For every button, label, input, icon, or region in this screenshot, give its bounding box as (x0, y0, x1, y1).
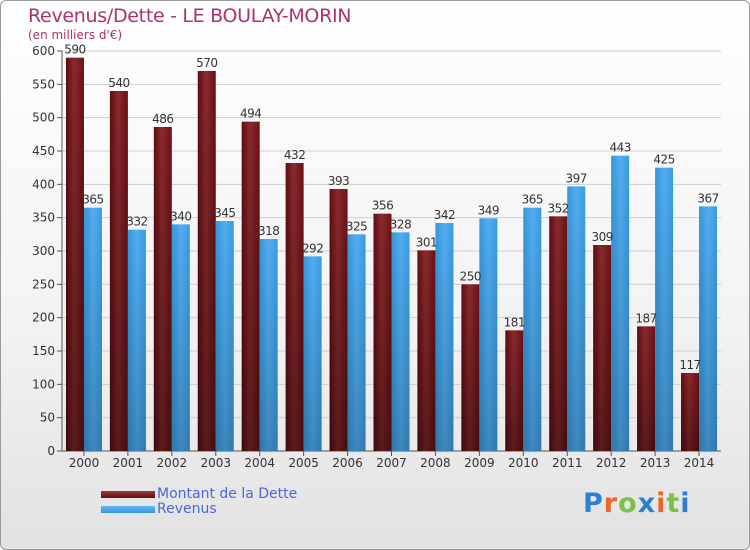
bar-shade (523, 207, 542, 451)
legend-label-debt: Montant de la Dette (157, 486, 298, 502)
bar-shade (435, 223, 454, 451)
bar-shade (329, 189, 348, 451)
y-tick-label: 400 (32, 177, 55, 191)
bar-shade (109, 91, 128, 451)
y-tick-label: 350 (32, 211, 55, 225)
data-label-dette: 432 (284, 148, 305, 162)
data-label-dette: 352 (548, 201, 569, 215)
data-label-revenus: 425 (653, 153, 674, 167)
bar-shade (215, 221, 234, 451)
x-tick-label: 2000 (69, 456, 100, 470)
data-label-dette: 181 (504, 315, 525, 329)
chart-subtitle: (en milliers d'€) (28, 28, 123, 42)
x-tick-label: 2006 (332, 456, 363, 470)
bar-shade (549, 216, 568, 451)
data-label-dette: 590 (64, 43, 85, 57)
y-tick-label: 150 (32, 344, 55, 358)
data-label-dette: 570 (196, 56, 217, 70)
data-label-dette: 301 (416, 235, 437, 249)
x-tick-label: 2010 (508, 456, 539, 470)
x-tick-label: 2005 (288, 456, 319, 470)
data-label-dette: 117 (679, 358, 700, 372)
bar-shade (259, 239, 278, 451)
y-tick-label: 250 (32, 277, 55, 291)
data-label-dette: 250 (460, 269, 481, 283)
legend-label-revenus: Revenus (157, 501, 217, 517)
x-tick-label: 2003 (200, 456, 231, 470)
x-tick-label: 2007 (376, 456, 407, 470)
data-label-revenus: 332 (126, 215, 147, 229)
bar-shade (153, 127, 172, 451)
data-label-dette: 486 (152, 112, 173, 126)
bar-shade (285, 163, 304, 451)
x-tick-label: 2008 (420, 456, 451, 470)
y-tick-label: 100 (32, 377, 55, 391)
bar-shade (391, 232, 410, 451)
x-tick-label: 2013 (640, 456, 671, 470)
bar-shade (611, 155, 630, 451)
bar-shade (171, 224, 190, 451)
bar-shade (373, 213, 392, 451)
data-label-revenus: 318 (258, 224, 279, 238)
y-tick-label: 450 (32, 144, 55, 158)
bar-shade (637, 326, 656, 451)
data-label-revenus: 349 (478, 203, 499, 217)
data-label-dette: 540 (108, 76, 129, 90)
legend-swatch-revenus (101, 506, 155, 513)
bar-shade (417, 250, 436, 451)
y-tick-label: 550 (32, 77, 55, 91)
bar-shade (127, 229, 146, 451)
bar-shade (65, 57, 84, 452)
y-tick-label: 0 (47, 444, 55, 458)
bar-shade (593, 245, 612, 451)
chart-title: Revenus/Dette - LE BOULAY-MORIN (28, 5, 352, 27)
data-label-revenus: 342 (434, 208, 455, 222)
y-tick-label: 600 (32, 44, 55, 58)
data-label-revenus: 345 (214, 206, 235, 220)
bar-shade (567, 186, 586, 452)
bar-shade (479, 218, 498, 451)
bar-shade (681, 373, 700, 451)
bar-shade (505, 330, 524, 451)
x-tick-label: 2009 (464, 456, 495, 470)
y-tick-label: 300 (32, 244, 55, 258)
proxiti-logo: Proxiti (583, 488, 691, 519)
legend-swatch-debt (101, 491, 155, 498)
bar-shade (197, 71, 216, 451)
data-label-dette: 393 (328, 174, 349, 188)
y-tick-label: 500 (32, 111, 55, 125)
data-label-revenus: 365 (82, 193, 103, 207)
data-label-revenus: 365 (522, 193, 543, 207)
data-label-revenus: 292 (302, 241, 323, 255)
data-label-revenus: 328 (390, 217, 411, 231)
y-tick-label: 200 (32, 311, 55, 325)
x-tick-label: 2004 (244, 456, 275, 470)
x-tick-label: 2012 (596, 456, 627, 470)
data-label-revenus: 397 (566, 171, 587, 185)
data-label-revenus: 367 (697, 191, 718, 205)
bar-shade (461, 284, 480, 451)
data-label-dette: 494 (240, 107, 261, 121)
data-label-dette: 187 (635, 311, 656, 325)
data-label-revenus: 443 (609, 141, 630, 155)
y-tick-label: 50 (40, 411, 55, 425)
x-tick-label: 2002 (157, 456, 188, 470)
data-label-revenus: 340 (170, 209, 191, 223)
x-tick-label: 2014 (684, 456, 715, 470)
x-tick-label: 2011 (552, 456, 583, 470)
data-label-revenus: 325 (346, 219, 367, 233)
bar-shade (83, 207, 102, 451)
bar-shade (699, 206, 718, 451)
data-label-dette: 309 (591, 230, 612, 244)
bar-shade (241, 121, 260, 452)
bar-shade (347, 234, 366, 451)
data-label-dette: 356 (372, 199, 393, 213)
bar-shade (655, 167, 674, 451)
x-tick-label: 2001 (113, 456, 144, 470)
bar-shade (303, 256, 322, 451)
